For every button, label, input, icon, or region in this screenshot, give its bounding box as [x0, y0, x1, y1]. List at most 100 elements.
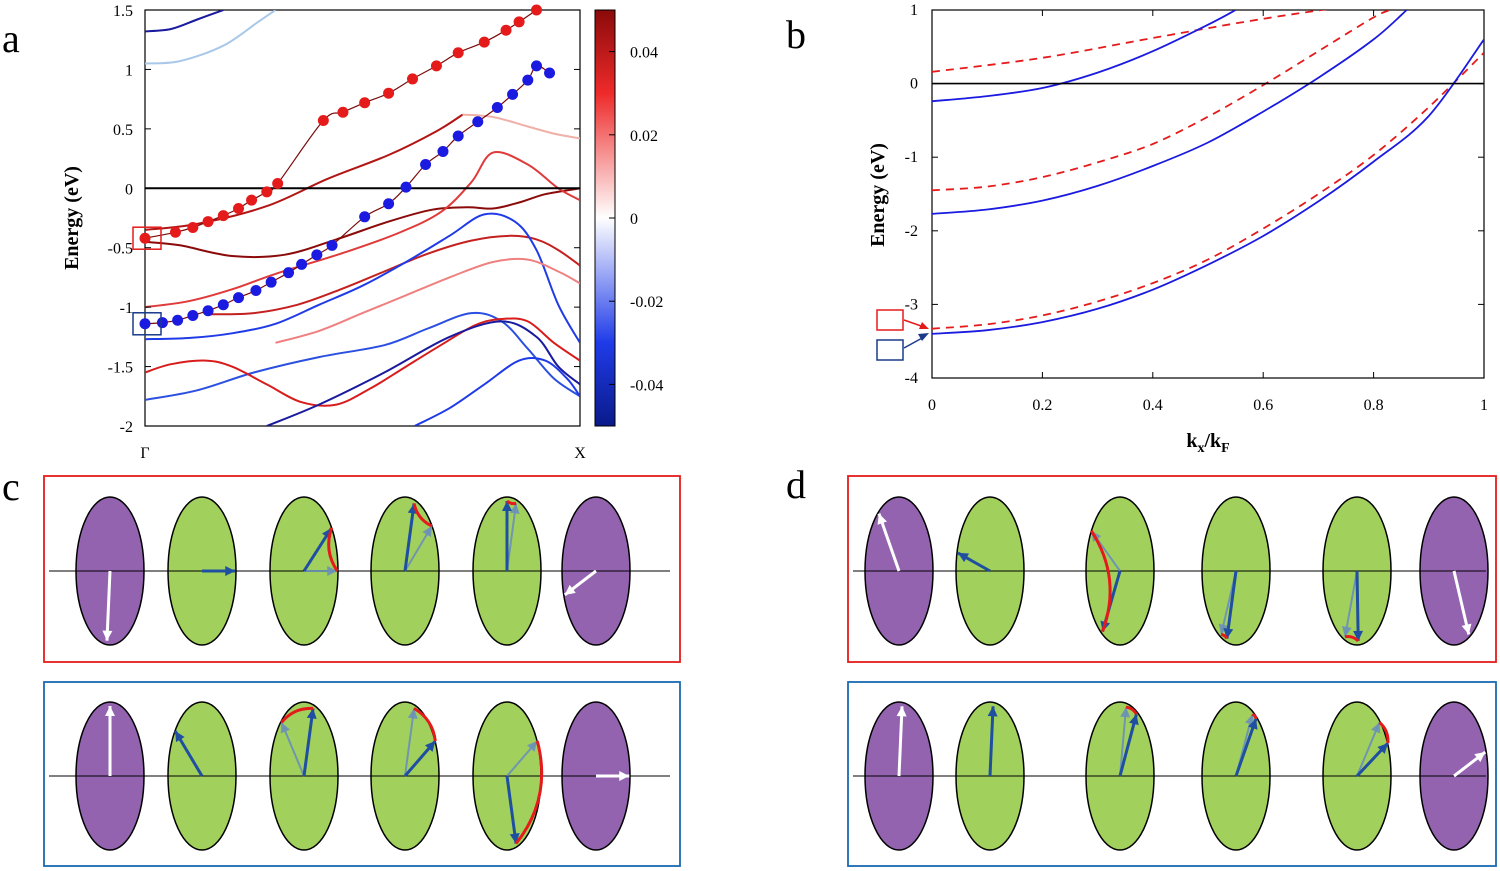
panel-a-blue-dots-point — [452, 130, 464, 142]
panel-d-row-0-precession-arc — [1344, 635, 1360, 643]
panel-b-ytick-label: 1 — [910, 2, 918, 19]
panel-c-row-1-spin-arrow-head — [105, 706, 115, 716]
panel-c-row-1-ghost-arrow-head — [280, 722, 290, 734]
panel-a-band-6 — [210, 234, 580, 316]
panel-d-row-0-precession-arc — [1220, 632, 1229, 640]
panel-c-row-0-precession-arc — [412, 503, 433, 528]
panel-d-row-0-ghost-arrow-head — [1218, 623, 1229, 635]
panel-a-red-dots-point — [478, 36, 490, 48]
panel-a-band-9 — [145, 311, 580, 401]
panel-d-row-0-spin-arrow-head — [1223, 628, 1234, 639]
panel-a-ylabel: Energy (eV) — [61, 166, 83, 270]
panel-b-xtick-label: 0.6 — [1253, 397, 1273, 414]
panel-a-blue-dots-point — [531, 60, 542, 72]
panel-d-row-0-frame — [847, 475, 1497, 663]
panel-a-red-dots-point — [233, 202, 245, 214]
panel-d-row-0-spin-arrow — [1225, 570, 1238, 639]
panel-a-band-3 — [462, 113, 580, 140]
panel-c-row-0-ghost-arrow-head — [327, 566, 338, 576]
colorbar-tick-label: 0.04 — [630, 45, 658, 62]
panel-c-row-0-spin-arrow-head — [102, 630, 113, 641]
panel-d-row-0-ghost-arrow-head — [1341, 626, 1352, 637]
panel-a-blue-dots-point — [326, 239, 338, 251]
panel-b-red-dashed-3 — [932, 52, 1484, 330]
panel-a-blue-dots-point — [250, 285, 262, 297]
panel-a-marker-box-1 — [132, 312, 162, 336]
panel-c-row-1-spin-arrow-head — [619, 771, 630, 781]
panel-a-red-dots-point — [407, 73, 419, 85]
panel-a-ytick-label: -2 — [120, 419, 133, 436]
panel-a-blue-dots-point — [437, 145, 449, 157]
panel-b-ylabel: Energy (eV) — [867, 143, 889, 247]
panel-a-band-8 — [275, 257, 580, 344]
panel-b-blue-solid-2 — [932, 10, 1408, 215]
panel-b-model: -4 -3 -2 -1 0 1 0 0.2 0.4 0.6 0.8 1 Energy (eV) kx… — [867, 2, 1488, 456]
panel-c-row-0-ghost-arrow — [506, 503, 518, 572]
panel-b-blue-arrowhead — [918, 333, 929, 341]
panel-c-row-1-precession-arc — [514, 740, 544, 845]
colorbar-tick-label: -0.02 — [630, 294, 663, 311]
colorbar-tick-label: 0.02 — [630, 128, 658, 145]
panel-a-blue-dots-point — [472, 116, 484, 128]
panel-a-blue-dots-point — [187, 309, 199, 321]
panel-b-blue-marker-arrow — [903, 336, 925, 349]
panel-c-row-1-spin-arrow-head — [306, 708, 317, 719]
panel-b-red-dashed-1 — [932, 10, 1328, 73]
panel-b-blue-solid-1 — [932, 10, 1237, 103]
panel-d-row-1-spin-arrow — [897, 706, 904, 777]
panel-b-xtick-label: 0.8 — [1364, 397, 1384, 414]
panel-a-red-dots-point — [513, 16, 525, 28]
panel-a-band-4 — [145, 187, 580, 259]
panel-a-band-7 — [145, 212, 580, 344]
panel-d-row-1-spin-arrow — [1234, 718, 1258, 777]
panel-a-blue-dots-point — [265, 276, 277, 288]
panel-b-xtick-label: 0 — [928, 397, 936, 414]
panel-a-ytick-label: -1 — [120, 300, 133, 317]
panel-b-red-marker-box — [876, 309, 904, 331]
panel-a-blue-dots-point — [544, 67, 556, 79]
panel-a-red-dots-point — [261, 186, 273, 198]
panel-d-row-0-spin-arrow — [1452, 570, 1471, 635]
panel-a-blue-dots-point — [156, 317, 168, 329]
panel-d-row-0-spin-arrow-head — [1353, 630, 1364, 641]
panel-d-row-0-ghost-arrow — [1344, 570, 1358, 637]
panel-a-blue-dots-point — [400, 181, 412, 193]
panel-a-ytick-label: 0 — [125, 181, 133, 198]
panel-c-row-1-spin-arrow-head — [424, 741, 436, 752]
panel-a-ytick-label: 0.5 — [113, 122, 133, 139]
panel-a-red-dots-point — [500, 24, 512, 36]
panel-c-row-1-spin-arrow — [302, 708, 315, 777]
panel-a-band-10 — [145, 317, 580, 407]
colorbar-tick-label: -0.04 — [630, 377, 663, 394]
panel-label-d: d — [786, 462, 806, 507]
panel-d-row-1-precession-arc — [1251, 712, 1258, 720]
panel-a-band-1 — [145, 10, 277, 65]
panel-a-red-dots-point — [359, 97, 371, 109]
panel-c-row-0-ghost-arrow-head — [509, 503, 520, 514]
panel-a-blue-dots-point — [217, 299, 229, 311]
panel-d-row-0-spin-arrow-head — [957, 552, 970, 563]
panel-a-band-12 — [414, 357, 580, 426]
panel-a-ytick-label: -0.5 — [108, 241, 133, 258]
panel-label-c: c — [2, 464, 20, 509]
panel-d-row-0-spin-arrow — [1355, 570, 1360, 641]
panel-b-xtick-label: 1 — [1480, 397, 1488, 414]
panel-c-row-0-ghost-arrow-head — [422, 526, 432, 538]
panel-b-ytick-label: -4 — [905, 370, 918, 387]
panel-c-row-0-precession-arc — [327, 527, 339, 572]
panel-d-row-1-spin-arrow — [988, 706, 995, 777]
panel-a-blue-dots-point — [491, 101, 503, 113]
panel-c-row-1-ghost-arrow — [404, 708, 416, 777]
panel-c-row-1-spin-arrow-head — [509, 833, 520, 844]
panel-a-red-dots-point — [452, 47, 464, 59]
panel-b-ytick-label: -2 — [905, 223, 918, 240]
panel-label-a: a — [2, 16, 20, 61]
panel-d-row-1-ghost-arrow-head — [1120, 707, 1131, 718]
panel-a-red-dots-point — [139, 232, 151, 244]
panel-a-red-dots-point — [202, 216, 214, 228]
panel-d-row-0-spin-arrow — [877, 513, 901, 572]
panel-c-row-0-spin-arrow — [403, 503, 416, 572]
panel-d-row-0-spin-arrow-head — [1461, 623, 1472, 635]
panel-d-spin-chains — [847, 475, 1497, 867]
panel-b-plot-frame — [931, 9, 1485, 379]
